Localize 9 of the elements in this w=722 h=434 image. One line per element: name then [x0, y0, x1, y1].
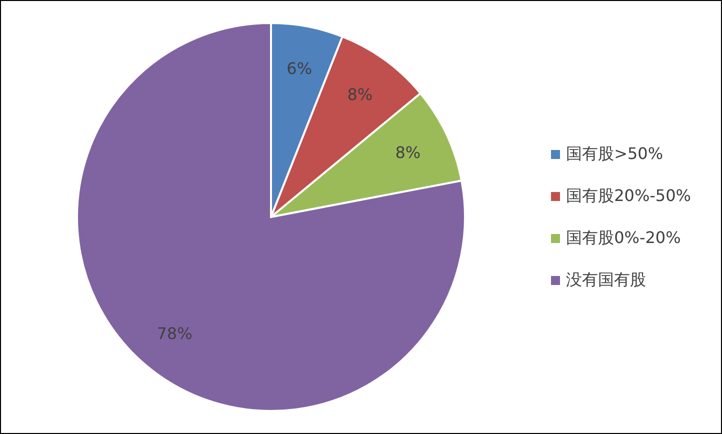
legend-label: 国有股20%-50%: [566, 186, 691, 206]
legend-label: 没有国有股: [566, 270, 646, 290]
data-label: 8%: [395, 143, 421, 162]
data-label: 78%: [156, 324, 192, 344]
data-label: 8%: [347, 85, 373, 104]
data-label: 6%: [286, 58, 312, 78]
legend-label: 国有股>50%: [566, 144, 664, 164]
pie-slice: [76, 22, 466, 412]
legend-label: 国有股0%-20%: [566, 228, 681, 248]
